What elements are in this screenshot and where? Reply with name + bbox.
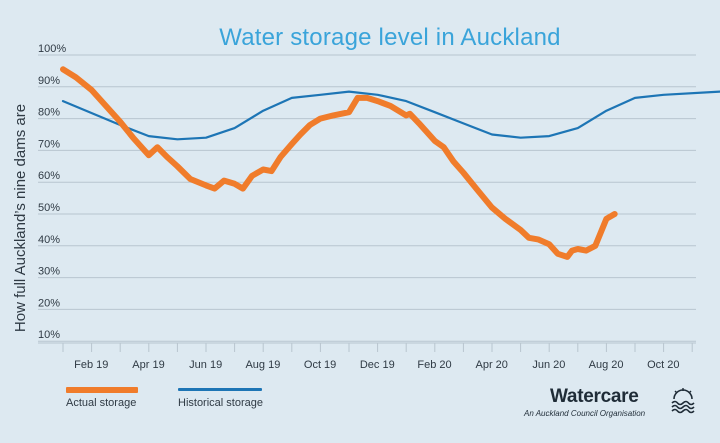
y-axis: 10% 20% 30% 40% 50% 60% 70% 80% 90% 100%: [38, 43, 66, 341]
x-tick-label: Dec 19: [360, 359, 395, 371]
y-tick-label: 80%: [38, 107, 60, 119]
y-tick-label: 40%: [38, 234, 60, 246]
x-tick-label: Oct 19: [304, 359, 336, 371]
legend-item-historical: Historical storage: [178, 384, 268, 414]
y-tick-label: 10%: [38, 329, 60, 341]
legend-swatch-actual: [66, 387, 138, 393]
waves-sun-icon: [671, 388, 695, 414]
watercare-logo: Watercare An Auckland Council Organisati…: [524, 386, 712, 426]
x-tick-label: Jun 19: [189, 359, 222, 371]
series-lines: [60, 66, 720, 260]
series-line-actual: [60, 66, 618, 260]
y-tick-label: 90%: [38, 75, 60, 87]
x-tick-label: Oct 20: [647, 359, 679, 371]
y-axis-label: How full Auckland’s nine dams are: [12, 104, 29, 332]
grid-lines: [38, 54, 696, 344]
x-axis: Feb 19 Apr 19 Jun 19 Aug 19 Oct 19 Dec 19 Feb …: [62, 343, 693, 371]
x-tick-label: Aug 20: [589, 359, 624, 371]
logo-name: Watercare: [550, 386, 639, 407]
y-tick-label: 30%: [38, 266, 60, 278]
legend-label-historical: Historical storage: [178, 397, 263, 409]
y-tick-label: 70%: [38, 138, 60, 150]
y-tick-label: 50%: [38, 202, 60, 214]
x-tick-label: Apr 19: [132, 359, 164, 371]
x-tick-label: Jun 20: [532, 359, 565, 371]
series-line-historical: [61, 90, 720, 141]
legend-swatch-historical: [178, 388, 262, 391]
legend-label-actual: Actual storage: [66, 397, 137, 409]
y-tick-label: 100%: [38, 43, 66, 55]
chart-title: Water storage level in Auckland: [219, 24, 561, 51]
y-tick-label: 60%: [38, 170, 60, 182]
x-tick-label: Feb 20: [417, 359, 451, 371]
x-tick-label: Aug 19: [245, 359, 280, 371]
x-tick-label: Apr 20: [475, 359, 507, 371]
x-tick-label: Feb 19: [74, 359, 108, 371]
y-tick-label: 20%: [38, 297, 60, 309]
logo-tagline: An Auckland Council Organisation: [524, 409, 646, 418]
